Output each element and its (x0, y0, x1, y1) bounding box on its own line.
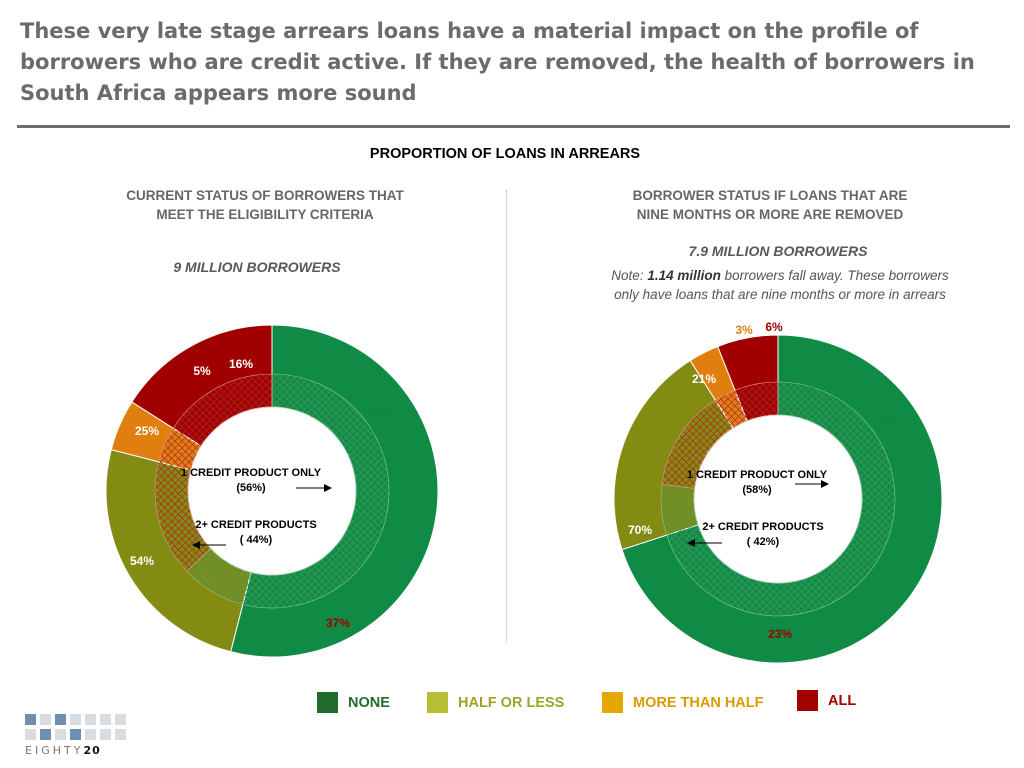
center-label-1-credit-product-only: 1 CREDIT PRODUCT ONLY (181, 467, 322, 479)
inner-slice-2-credit-products (154, 373, 273, 572)
center-label-2-credit-products: 2+ CREDIT PRODUCTS (702, 521, 823, 533)
legend-label-half-or-less: HALF OR LESS (458, 694, 565, 711)
legend-item-all: ALL (797, 690, 856, 711)
legend-swatch-all (797, 690, 818, 711)
section-title: PROPORTION OF LOANS IN ARREARS (369, 146, 641, 162)
logo-text: EIGHTY20 (25, 744, 101, 757)
left-borrower-count: 9 MILLION BORROWERS (173, 259, 341, 275)
outer-pct-label-none: 54% (130, 554, 154, 568)
inner-pct-label-1-credit-product-only: 63% (371, 404, 395, 418)
outer-pct-label-all: 6% (765, 320, 783, 334)
inner-pct-label-2-credit-products: 37% (326, 616, 350, 630)
legend-swatch-none (317, 692, 338, 713)
right-note: Note: 1.14 million borrowers fall away. … (565, 266, 995, 304)
center-share-1-credit-product-only: (56%) (236, 482, 266, 494)
outer-pct-label-more-than-half: 5% (193, 364, 211, 378)
inner-pct-label-2-credit-products: 23% (768, 627, 792, 641)
outer-pct-label-none: 70% (628, 523, 652, 537)
left-panel-subtitle: CURRENT STATUS OF BORROWERS THAT MEET TH… (60, 186, 470, 224)
right-note-line1: Note: 1.14 million borrowers fall away. … (611, 268, 949, 283)
inner-slice-1-credit-product-only (660, 381, 896, 617)
right-panel-subtitle: BORROWER STATUS IF LOANS THAT ARE NINE M… (565, 186, 975, 224)
charts-canvas: 16% 5% 25% 54% 63% 37% 1 CREDIT PRODUCT ONLY (5… (105, 320, 943, 664)
inner-slice-2-credit-products (661, 381, 779, 489)
headline: These very late stage arrears loans have… (20, 19, 975, 105)
right-borrower-count: 7.9 MILLION BORROWERS (688, 243, 868, 259)
legend: NONE HALF OR LESS MORE THAN HALF ALL (0, 690, 1024, 718)
center-label-1-credit-product-only: 1 CREDIT PRODUCT ONLY (687, 469, 828, 481)
left-subtitle-line1: CURRENT STATUS OF BORROWERS THAT (126, 188, 404, 203)
logo-grid-icon (25, 714, 135, 740)
legend-item-half-or-less: HALF OR LESS (427, 692, 564, 713)
center-share-2-credit-products: ( 42%) (747, 536, 780, 548)
outer-pct-label-more-than-half: 3% (735, 323, 753, 337)
panel-divider (506, 190, 507, 642)
legend-item-none: NONE (317, 692, 390, 713)
center-share-2-credit-products: ( 44%) (240, 534, 273, 546)
legend-label-more-than-half: MORE THAN HALF (633, 694, 764, 711)
outer-pct-label-half-or-less: 25% (135, 424, 159, 438)
right-subtitle-line2: NINE MONTHS OR MORE ARE REMOVED (636, 207, 904, 222)
inner-pct-label-1-credit-product-only: 77% (875, 415, 899, 429)
center-share-1-credit-product-only: (58%) (742, 484, 772, 496)
legend-label-all: ALL (828, 692, 857, 709)
legend-item-more-than-half: MORE THAN HALF (602, 692, 764, 713)
center-label-2-credit-products: 2+ CREDIT PRODUCTS (195, 519, 316, 531)
left-donut-chart: 16% 5% 25% 54% 63% 37% 1 CREDIT PRODUCT ONLY (5… (105, 324, 439, 658)
inner-slice-1-credit-product-only (186, 373, 390, 609)
legend-swatch-half-or-less (427, 692, 448, 713)
right-subtitle-line1: BORROWER STATUS IF LOANS THAT ARE (632, 188, 908, 203)
right-note-line2: only have loans that are nine months or … (614, 287, 946, 302)
title-rule (17, 125, 1010, 128)
legend-swatch-more-than-half (602, 692, 623, 713)
outer-pct-label-half-or-less: 21% (692, 372, 716, 386)
legend-label-none: NONE (348, 694, 390, 711)
left-subtitle-line2: MEET THE ELIGIBILITY CRITERIA (156, 207, 374, 222)
right-donut-chart: 6% 3% 21% 70% 77% 23% 1 CREDIT PRODUCT ONLY (58… (613, 320, 943, 664)
eighty20-logo: EIGHTY20 (25, 714, 135, 758)
outer-pct-label-all: 16% (229, 357, 253, 371)
